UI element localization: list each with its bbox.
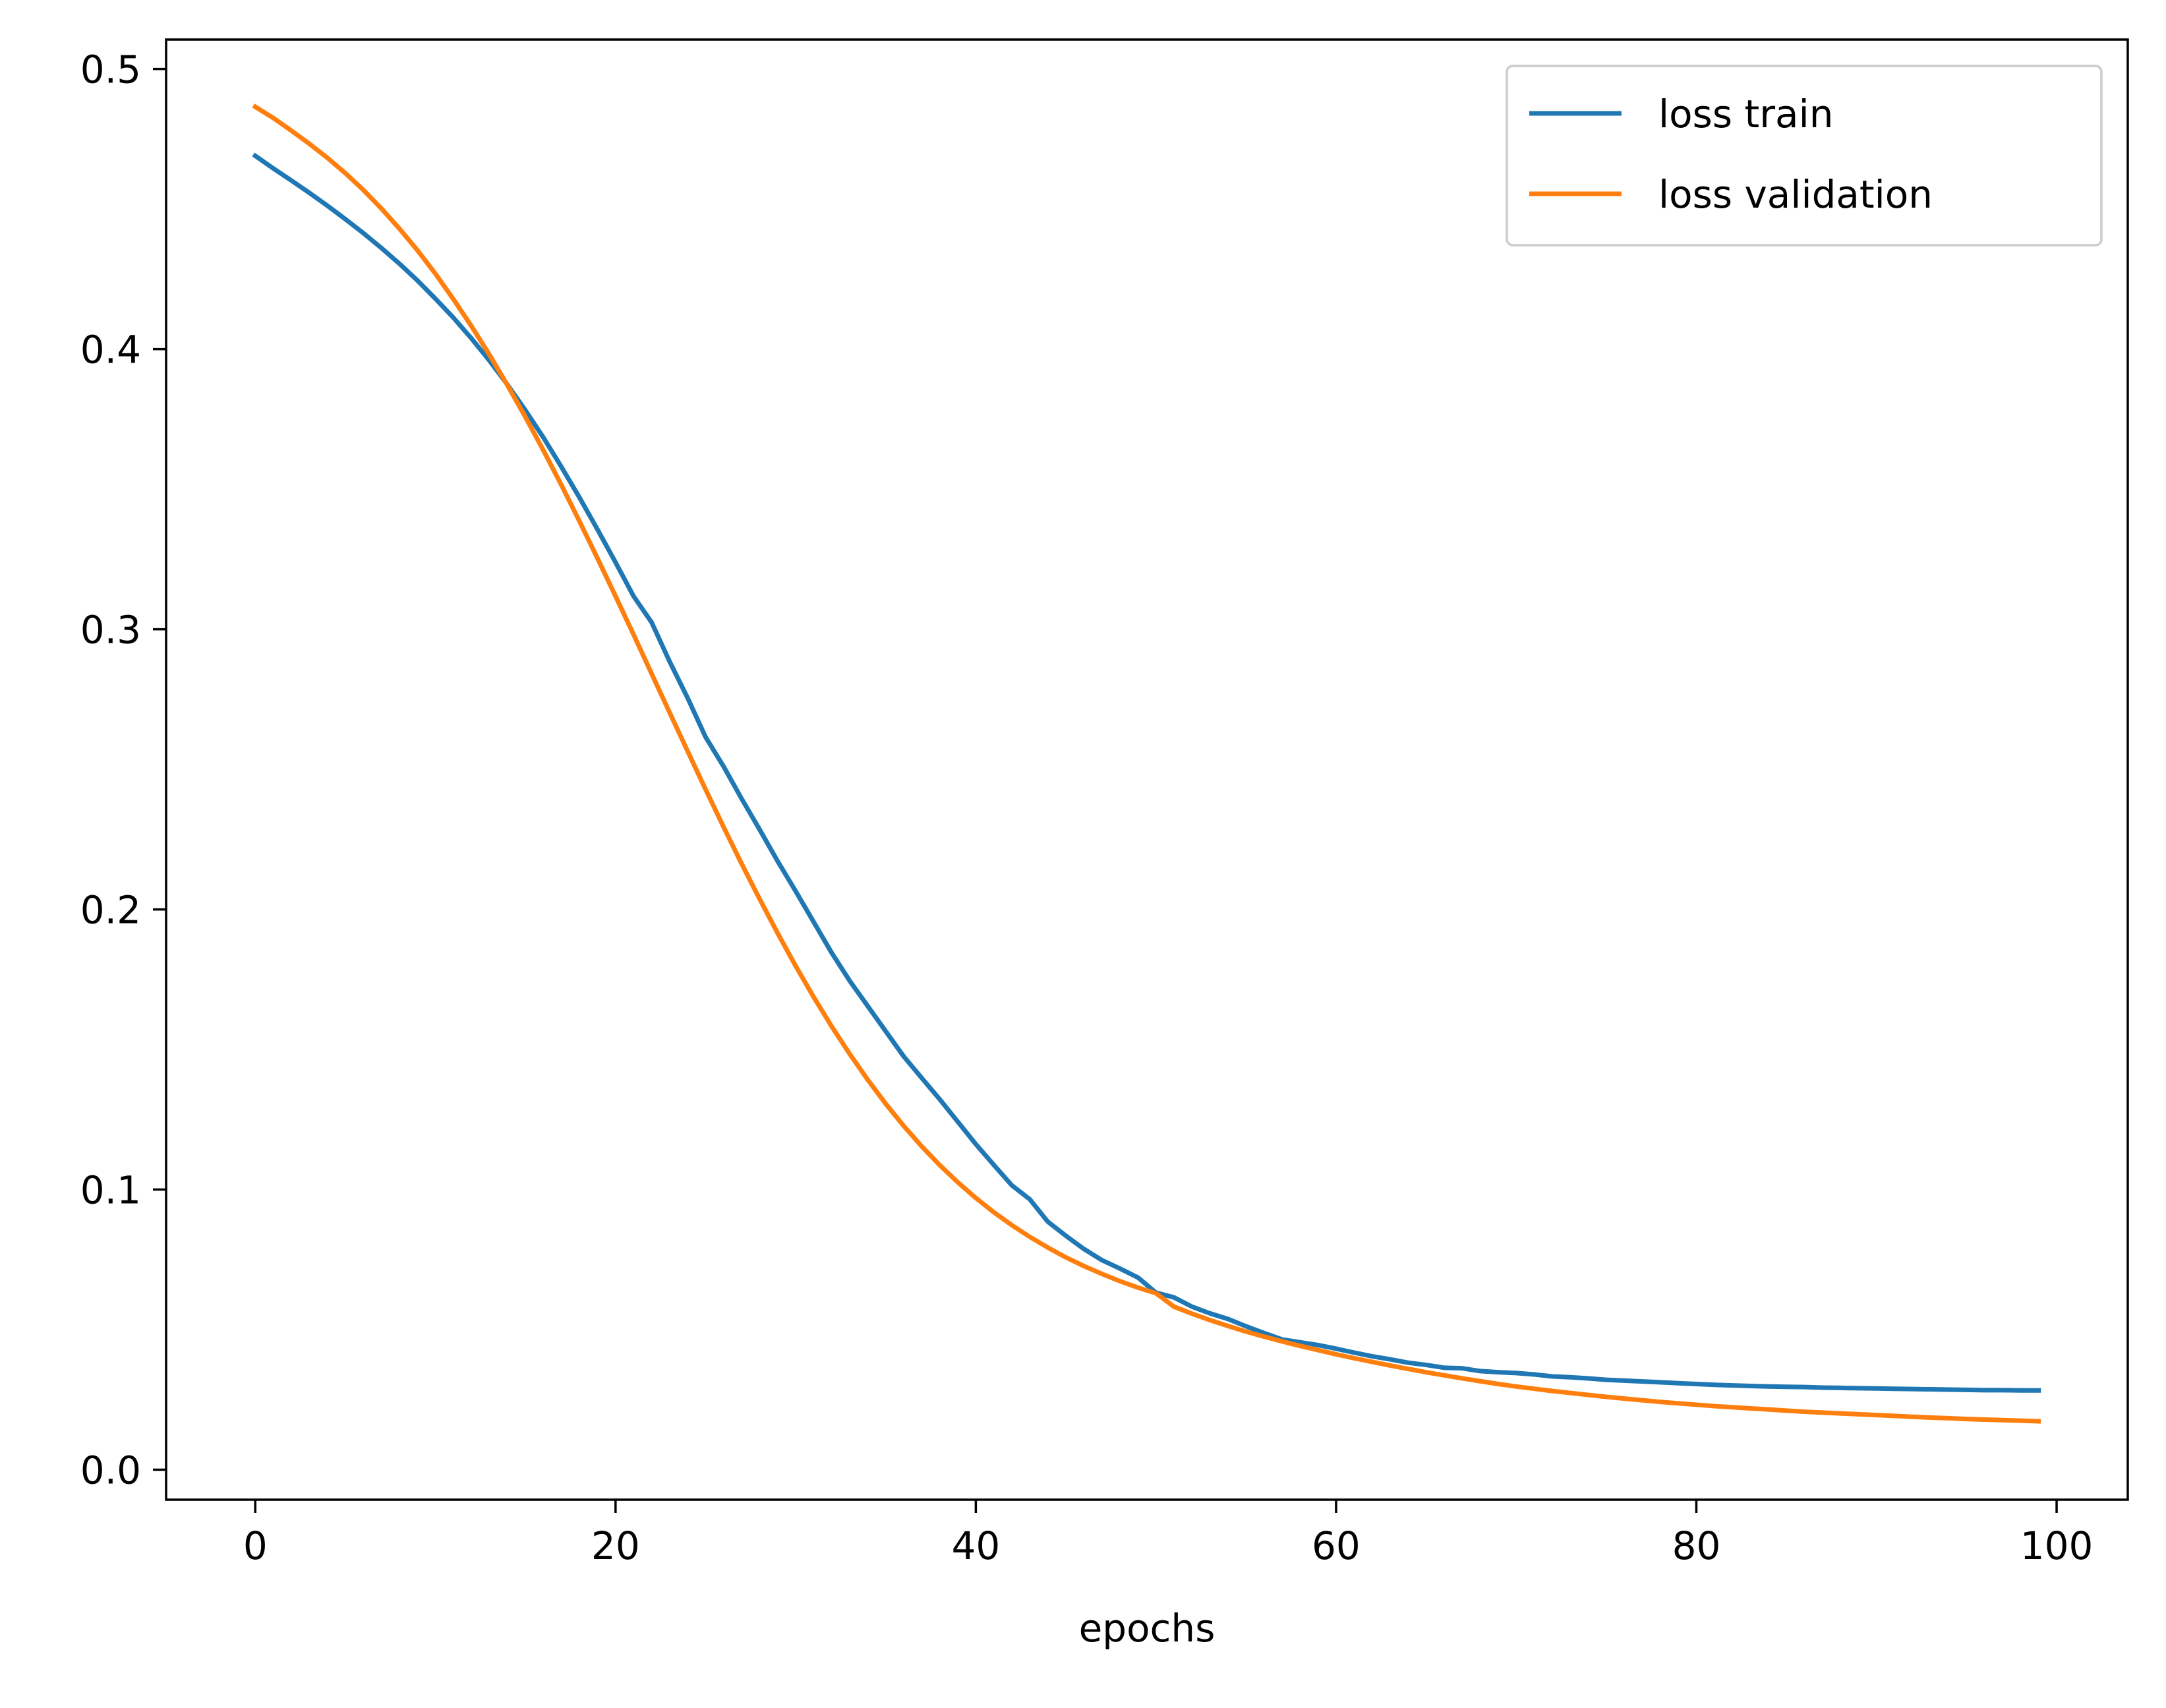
x-tick-label: 60 [1312, 1523, 1361, 1568]
x-tick-label: 0 [243, 1523, 268, 1568]
y-tick-label: 0.0 [80, 1448, 141, 1493]
legend-box [1506, 65, 2103, 247]
legend-label: loss validation [1658, 172, 1933, 217]
y-tick-label: 0.5 [80, 47, 141, 92]
plot-layer [252, 103, 2041, 1424]
y-tick-label: 0.2 [80, 888, 141, 933]
x-axis-label: epochs [1079, 1606, 1215, 1651]
axes-frame [165, 38, 2129, 1501]
series-line-2 [252, 103, 2041, 1424]
legend: loss train loss validation [1506, 65, 2103, 247]
x-tick-label: 40 [951, 1523, 1000, 1568]
y-tick-label: 0.3 [80, 608, 141, 653]
series-line-1 [252, 152, 2041, 1393]
x-tick-label: 20 [591, 1523, 640, 1568]
y-tick-label: 0.4 [80, 328, 141, 372]
x-tick-label: 80 [1672, 1523, 1721, 1568]
legend-label: loss train [1658, 92, 1833, 136]
axes-layer: 0 20 40 60 80 100 0.0 0.1 0.2 0.3 0.4 0.5 epochs [80, 38, 2129, 1651]
x-tick-label: 100 [2020, 1523, 2093, 1568]
y-tick-label: 0.1 [80, 1168, 141, 1213]
